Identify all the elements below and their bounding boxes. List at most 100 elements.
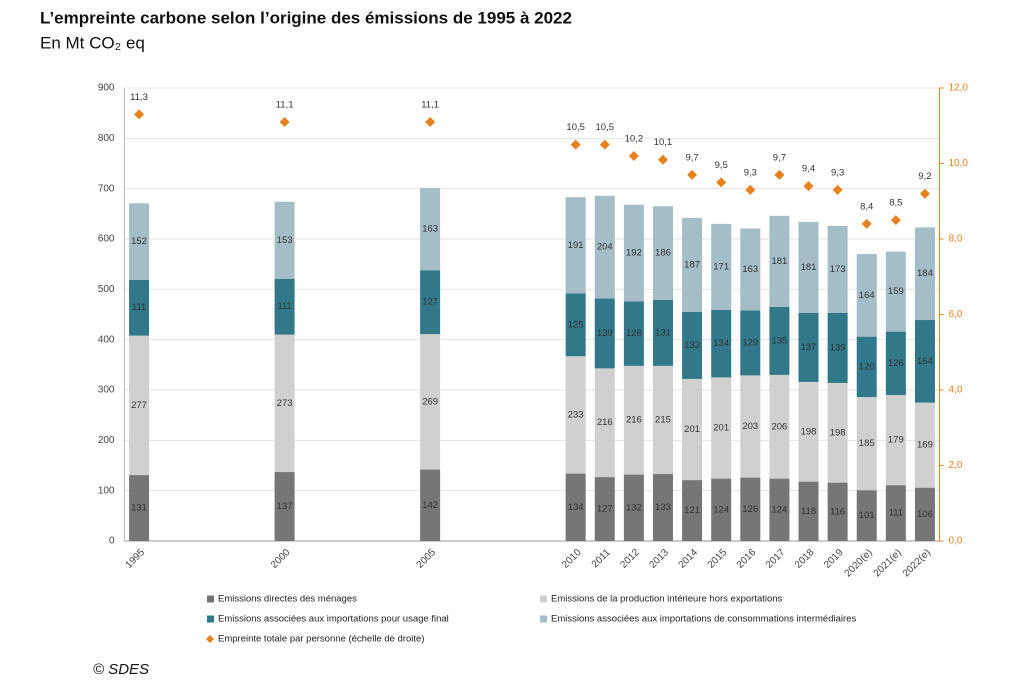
x-tick-label: 2005 (415, 547, 439, 571)
bar-segment (740, 375, 761, 478)
data-label: 111 (889, 508, 903, 519)
bar-segment (711, 377, 732, 479)
bar-segment (623, 301, 644, 366)
data-label: 11,3 (130, 92, 148, 103)
data-label: 10,5 (566, 122, 585, 133)
data-label: 216 (626, 415, 642, 426)
data-label: 201 (684, 424, 700, 435)
y2-tick-label: 4,0 (949, 385, 963, 396)
bar-segment (885, 331, 906, 396)
bar-segment (565, 356, 586, 474)
marker (425, 116, 436, 127)
data-label: 181 (801, 262, 817, 273)
legend-swatch (207, 615, 214, 623)
bar-segment (274, 472, 295, 541)
data-label: 124 (771, 504, 787, 515)
data-label: 152 (131, 236, 147, 247)
bar-segment (798, 381, 819, 482)
legend-label: Emissions associées aux importations de … (551, 614, 856, 625)
data-label: 9,7 (773, 152, 786, 163)
y2-tick-label: 0,0 (949, 536, 963, 547)
data-label: 11,1 (276, 99, 294, 110)
data-label: 134 (713, 338, 729, 349)
data-label: 203 (742, 421, 758, 432)
data-label: 142 (422, 500, 438, 511)
x-tick-label: 2021(e) (872, 547, 904, 579)
marker (687, 169, 698, 180)
marker (716, 177, 727, 188)
marker (599, 139, 610, 150)
bar-segment (652, 299, 673, 366)
bar-segment (594, 368, 615, 478)
y-tick-label: 500 (98, 284, 115, 295)
data-label: 9,2 (918, 171, 931, 182)
marker (570, 139, 581, 150)
data-label: 181 (771, 256, 787, 267)
bar-segment (274, 334, 295, 473)
bar-segment (623, 204, 644, 302)
x-tick-label: 2017 (764, 547, 788, 571)
bar-segment (856, 336, 877, 398)
bar-segment (594, 195, 615, 299)
bar-segment (565, 293, 586, 357)
bar-segment (798, 312, 819, 382)
data-label: 10,5 (596, 122, 615, 133)
data-label: 215 (655, 414, 671, 425)
bar-segment (740, 310, 761, 376)
data-label: 273 (277, 398, 293, 409)
bar-segment (769, 306, 790, 375)
y-tick-label: 100 (98, 485, 115, 496)
data-label: 163 (422, 224, 438, 235)
legend-label: Emissions associées aux importations pou… (218, 614, 449, 625)
data-label: 121 (684, 505, 700, 516)
data-label: 137 (801, 342, 817, 353)
marker (134, 109, 145, 120)
data-label: 120 (859, 361, 875, 372)
bar-segment (129, 279, 150, 336)
data-label: 106 (917, 509, 933, 520)
y2-tick-label: 12,0 (949, 83, 969, 94)
bar-segment (885, 251, 906, 332)
data-label: 269 (422, 396, 438, 407)
data-label: 129 (742, 337, 758, 348)
y2-tick-label: 8,0 (949, 234, 963, 245)
bar-segment (827, 382, 848, 483)
data-label: 126 (742, 504, 758, 515)
x-tick-label: 2018 (793, 547, 817, 571)
data-label: 137 (277, 501, 293, 512)
chart-title: L’empreinte carbone selon l’origine des … (40, 8, 572, 27)
x-tick-label: 2020(e) (843, 547, 875, 579)
data-label: 111 (277, 301, 291, 312)
legend-swatch (207, 595, 214, 603)
legend-swatch (540, 615, 547, 623)
bar-segment (827, 312, 848, 383)
data-label: 179 (888, 435, 904, 446)
data-label: 9,3 (831, 167, 844, 178)
bar-segment (827, 482, 848, 541)
data-label: 10,2 (625, 133, 644, 144)
x-tick-label: 2022(e) (901, 547, 933, 579)
bar-segment (274, 278, 295, 335)
data-label: 198 (830, 427, 846, 438)
data-label: 201 (713, 423, 729, 434)
bar-segment (623, 365, 644, 475)
bar-segment (420, 270, 441, 335)
bar-segment (274, 201, 295, 279)
bar-segment (652, 474, 673, 541)
bar-segment (856, 397, 877, 491)
bar-segment (769, 215, 790, 307)
bar-segment (798, 481, 819, 541)
source: © SDES (93, 661, 149, 678)
data-label: 192 (626, 248, 642, 259)
bar-segment (740, 228, 761, 311)
marker (919, 188, 930, 199)
bar-segment (420, 469, 441, 541)
data-label: 116 (830, 506, 845, 517)
x-tick-label: 2011 (590, 547, 613, 570)
marker (745, 184, 756, 195)
legend-swatch (540, 595, 547, 603)
y-tick-label: 300 (98, 385, 115, 396)
bar-segment (129, 203, 150, 280)
x-tick-label: 2012 (618, 547, 642, 571)
